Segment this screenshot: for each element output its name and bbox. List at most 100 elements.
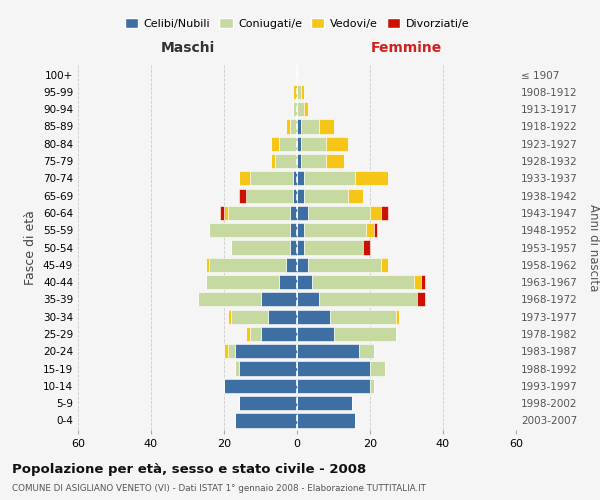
Bar <box>220 206 224 220</box>
Bar <box>224 344 227 358</box>
Bar <box>421 275 425 289</box>
Bar <box>304 171 355 186</box>
Bar <box>370 379 374 393</box>
Bar <box>290 240 297 254</box>
Bar <box>297 310 330 324</box>
Bar <box>297 327 334 341</box>
Bar <box>370 206 381 220</box>
Bar <box>260 327 297 341</box>
Bar <box>239 188 246 202</box>
Bar <box>260 292 297 306</box>
Bar <box>362 240 370 254</box>
Bar <box>290 206 297 220</box>
Bar <box>235 414 297 428</box>
Bar <box>330 310 395 324</box>
Bar <box>348 188 363 202</box>
Bar <box>297 240 304 254</box>
Bar <box>297 136 301 151</box>
Bar <box>297 84 301 99</box>
Bar <box>275 154 297 168</box>
Bar <box>326 136 348 151</box>
Bar <box>250 171 293 186</box>
Bar <box>239 171 250 186</box>
Bar <box>355 171 388 186</box>
Bar <box>297 171 304 186</box>
Bar <box>304 240 362 254</box>
Y-axis label: Fasce di età: Fasce di età <box>25 210 37 285</box>
Bar <box>286 258 297 272</box>
Bar <box>381 206 388 220</box>
Bar <box>301 120 319 134</box>
Bar <box>293 102 297 116</box>
Bar <box>293 188 297 202</box>
Bar <box>239 362 297 376</box>
Bar <box>235 362 239 376</box>
Bar <box>381 258 388 272</box>
Bar <box>301 154 326 168</box>
Bar <box>235 344 297 358</box>
Bar <box>268 310 297 324</box>
Bar <box>271 154 275 168</box>
Bar <box>301 84 304 99</box>
Bar <box>319 120 334 134</box>
Bar <box>297 102 304 116</box>
Bar <box>297 120 301 134</box>
Bar <box>297 154 301 168</box>
Bar <box>297 258 308 272</box>
Bar <box>374 223 377 238</box>
Bar <box>279 136 297 151</box>
Bar <box>308 206 370 220</box>
Bar <box>279 275 297 289</box>
Bar <box>308 258 381 272</box>
Bar <box>246 327 250 341</box>
Bar <box>290 223 297 238</box>
Bar <box>290 120 297 134</box>
Bar <box>297 379 370 393</box>
Bar <box>319 292 418 306</box>
Bar <box>227 206 290 220</box>
Bar <box>370 362 385 376</box>
Bar <box>227 310 232 324</box>
Legend: Celibi/Nubili, Coniugati/e, Vedovi/e, Divorziati/e: Celibi/Nubili, Coniugati/e, Vedovi/e, Di… <box>121 14 473 34</box>
Bar <box>293 171 297 186</box>
Bar <box>297 344 359 358</box>
Bar <box>304 188 348 202</box>
Text: Maschi: Maschi <box>160 40 215 54</box>
Bar <box>239 396 297 410</box>
Bar <box>359 344 374 358</box>
Text: Femmine: Femmine <box>371 40 442 54</box>
Bar <box>367 223 374 238</box>
Bar <box>311 275 414 289</box>
Bar <box>206 258 209 272</box>
Bar <box>297 223 304 238</box>
Bar <box>297 362 370 376</box>
Bar <box>297 275 311 289</box>
Bar <box>304 223 367 238</box>
Bar <box>206 275 279 289</box>
Bar <box>286 120 290 134</box>
Bar <box>224 379 297 393</box>
Bar <box>232 310 268 324</box>
Bar <box>301 136 326 151</box>
Bar <box>297 396 352 410</box>
Text: COMUNE DI ASIGLIANO VENETO (VI) - Dati ISTAT 1° gennaio 2008 - Elaborazione TUTT: COMUNE DI ASIGLIANO VENETO (VI) - Dati I… <box>12 484 426 493</box>
Bar <box>395 310 399 324</box>
Bar <box>418 292 425 306</box>
Bar <box>297 206 308 220</box>
Bar <box>334 327 395 341</box>
Bar <box>246 188 293 202</box>
Bar <box>271 136 279 151</box>
Bar <box>297 414 355 428</box>
Bar <box>224 206 227 220</box>
Bar <box>297 188 304 202</box>
Bar <box>209 258 286 272</box>
Y-axis label: Anni di nascita: Anni di nascita <box>587 204 600 291</box>
Bar <box>414 275 421 289</box>
Bar <box>232 240 290 254</box>
Bar <box>209 223 290 238</box>
Bar <box>250 327 260 341</box>
Bar <box>326 154 344 168</box>
Bar <box>304 102 308 116</box>
Bar <box>293 84 297 99</box>
Bar <box>297 292 319 306</box>
